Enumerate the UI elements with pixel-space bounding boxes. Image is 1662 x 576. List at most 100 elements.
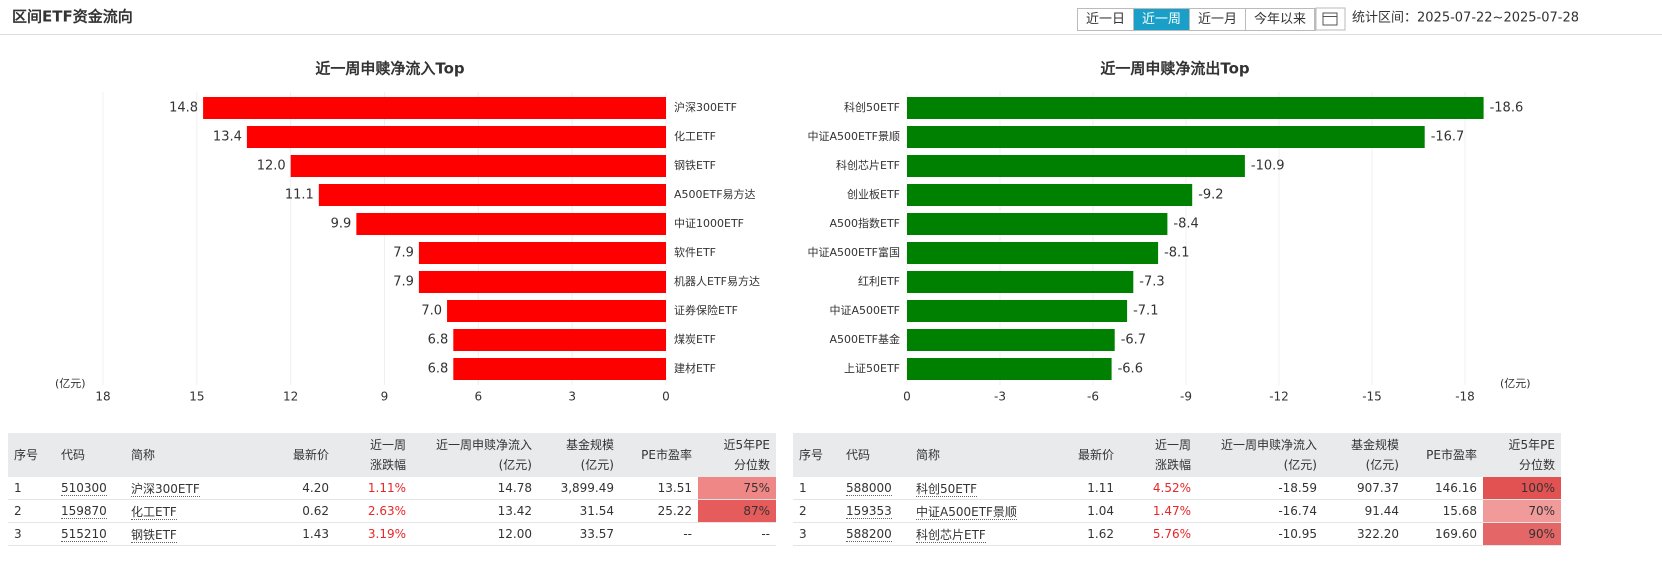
header-cell: PE市盈率 — [1405, 433, 1483, 477]
header-cell: 基金规模 (亿元) — [538, 433, 620, 477]
fund-name[interactable]: 钢铁ETF — [131, 527, 177, 543]
x-tick-label: 12 — [283, 390, 298, 404]
header-text: 基金规模 — [565, 438, 614, 452]
x-tick-label: 15 — [189, 390, 204, 404]
category-label: A500ETF易方达 — [674, 187, 756, 201]
value-label: 13.4 — [213, 130, 242, 145]
category-label: 化工ETF — [674, 129, 716, 143]
header-cell: 近一周申赎净流入 (亿元) — [1197, 433, 1323, 477]
cell: 907.37 — [1323, 477, 1405, 500]
header-cell: 近一周申赎净流入 (亿元) — [412, 433, 538, 477]
header-text: 涨跌幅 — [1154, 458, 1191, 472]
cell: 4.20 — [262, 477, 335, 500]
header-cell: 简称 — [125, 433, 262, 477]
bar — [453, 329, 666, 351]
cell: 2.63% — [335, 499, 412, 523]
header-text: 分位数 — [1518, 458, 1555, 472]
cell: -18.59 — [1197, 477, 1323, 500]
tab[interactable]: 近一日 — [1078, 9, 1135, 30]
category-label: 上证50ETF — [844, 362, 900, 375]
value-label: -8.1 — [1164, 246, 1189, 261]
x-tick-label: -3 — [994, 390, 1006, 404]
tab[interactable]: 今年以来 — [1246, 9, 1316, 30]
cell: 146.16 — [1405, 477, 1483, 500]
fund-code[interactable]: 515210 — [61, 527, 107, 542]
cell: 1 — [793, 477, 840, 500]
header-cell: 序号 — [793, 433, 840, 477]
category-label: 红利ETF — [858, 275, 900, 288]
tab[interactable]: 近一月 — [1190, 9, 1247, 30]
calendar-icon — [1322, 12, 1338, 26]
value-label: 7.9 — [393, 246, 414, 261]
cell: 1.11% — [335, 477, 412, 500]
cell: 70% — [1483, 499, 1561, 523]
bar — [907, 329, 1115, 351]
tab[interactable]: 近一周 — [1134, 9, 1191, 30]
fund-code[interactable]: 159870 — [61, 504, 107, 519]
category-label: 钢铁ETF — [674, 159, 716, 172]
cell: -- — [620, 522, 698, 546]
value-label: 11.1 — [285, 188, 314, 203]
cell: 91.44 — [1323, 499, 1405, 523]
header-cell: PE市盈率 — [620, 433, 698, 477]
x-tick-label: -6 — [1087, 390, 1099, 404]
header-text: PE市盈率 — [641, 448, 692, 462]
x-tick-label: 0 — [662, 390, 670, 404]
bar — [356, 213, 666, 235]
header-text: 简称 — [916, 448, 941, 462]
row: 2 159353 中证A500ETF景顺 1.04 1.47% -16.74 91.44 15… — [793, 499, 1561, 523]
header-cell: 近一周 涨跌幅 — [335, 433, 412, 477]
value-label: 12.0 — [257, 159, 286, 174]
header-text: 近一周申赎净流入 — [435, 438, 532, 452]
calendar-button[interactable] — [1315, 7, 1346, 31]
row: 3 515210 钢铁ETF 1.43 3.19% 12.00 33.57 -- -- — [8, 522, 776, 546]
fund-name[interactable]: 沪深300ETF — [131, 481, 200, 497]
cell: 515210 — [55, 522, 125, 546]
x-tick-label: 0 — [903, 390, 911, 404]
outflow-table: 序号 代码 简称 最新价 近一周 涨跌幅 近一周申赎净流入 (亿元) 基金规模 (亿元) PE市盈率… — [793, 433, 1561, 546]
x-tick-label: 18 — [95, 390, 110, 404]
fund-name[interactable]: 中证A500ETF景顺 — [916, 504, 1017, 520]
category-label: 中证A500ETF富国 — [807, 245, 900, 259]
cell: 3 — [8, 522, 55, 546]
x-tick-label: 9 — [381, 390, 389, 404]
cell: 2 — [8, 499, 55, 523]
cell: 13.42 — [412, 499, 538, 523]
value-label: -16.7 — [1431, 130, 1465, 145]
header-row: 序号 代码 简称 最新价 近一周 涨跌幅 近一周申赎净流入 (亿元) 基金规模 (亿元) PE市盈率… — [793, 433, 1561, 477]
value-label: -7.1 — [1133, 304, 1158, 319]
cell: 化工ETF — [125, 499, 262, 523]
fund-code[interactable]: 510300 — [61, 481, 107, 496]
value-label: -6.6 — [1118, 362, 1143, 377]
fund-code[interactable]: 588000 — [846, 481, 892, 496]
category-label: 沪深300ETF — [674, 100, 737, 114]
header-text: 近一周申赎净流入 — [1220, 438, 1317, 452]
cell: 322.20 — [1323, 522, 1405, 546]
fund-name[interactable]: 化工ETF — [131, 504, 177, 520]
header-text: 序号 — [799, 448, 824, 462]
cell: 4.52% — [1120, 477, 1197, 500]
cell: 3,899.49 — [538, 477, 620, 500]
fund-code[interactable]: 159353 — [846, 504, 892, 519]
category-label: 机器人ETF易方达 — [674, 274, 760, 288]
header-text: 近5年PE — [723, 438, 770, 452]
cell: -- — [698, 522, 776, 546]
cell: 588000 — [840, 477, 910, 500]
cell: 169.60 — [1405, 522, 1483, 546]
header-text: 序号 — [14, 448, 39, 462]
fund-name[interactable]: 科创50ETF — [916, 481, 978, 497]
cell: 159353 — [840, 499, 910, 523]
x-axis-label: (亿元) — [1500, 377, 1531, 390]
cell: 12.00 — [412, 522, 538, 546]
category-label: 中证1000ETF — [674, 217, 744, 230]
bar — [453, 358, 666, 380]
chart-title: 近一周申赎净流出Top — [1100, 60, 1250, 78]
value-label: 7.0 — [421, 304, 442, 319]
header-text: 分位数 — [733, 458, 770, 472]
cell: 33.57 — [538, 522, 620, 546]
bar — [907, 155, 1245, 177]
value-label: -18.6 — [1490, 101, 1524, 116]
cell: -16.74 — [1197, 499, 1323, 523]
fund-code[interactable]: 588200 — [846, 527, 892, 542]
fund-name[interactable]: 科创芯片ETF — [916, 527, 986, 543]
